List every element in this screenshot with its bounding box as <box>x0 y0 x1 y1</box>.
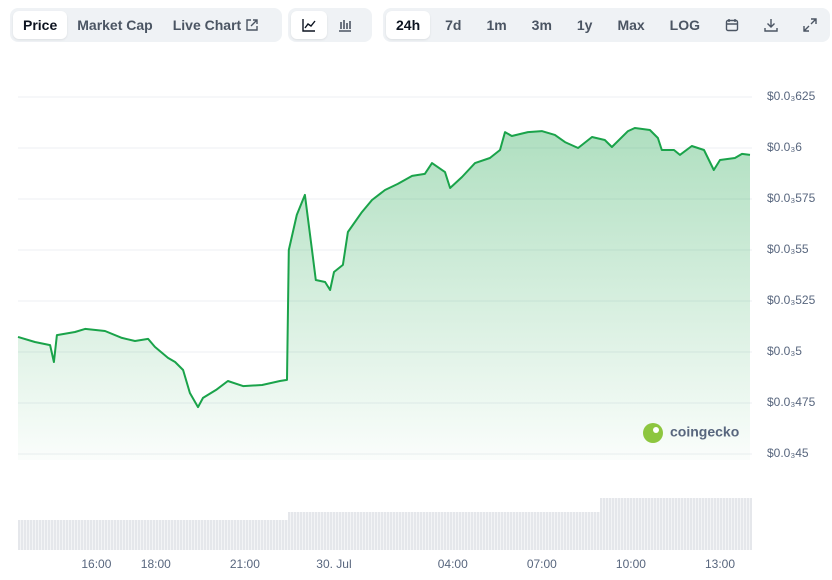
range[interactable]: 3m <box>531 17 552 33</box>
volume-bars <box>600 498 752 550</box>
external-icon <box>246 19 258 31</box>
chart-type <box>288 8 372 42</box>
watermark: coingecko <box>643 423 739 443</box>
volume-bars <box>18 520 288 550</box>
range[interactable]: 7d <box>445 17 462 33</box>
y-tick-label: $0.0₃575 <box>767 191 816 205</box>
x-tick-label: 16:00 <box>81 557 111 571</box>
tab[interactable]: Live Chart <box>163 11 268 39</box>
calendar-icon <box>725 19 739 32</box>
x-tick-label: 18:00 <box>141 557 171 571</box>
download-button[interactable] <box>754 11 788 39</box>
candle-button[interactable] <box>327 11 363 39</box>
y-tick-label: $0.0₃45 <box>767 446 809 460</box>
y-tick-label: $0.0₃525 <box>767 293 816 307</box>
tab[interactable]: Price <box>13 11 68 39</box>
area <box>18 128 750 460</box>
range[interactable]: 1m <box>486 17 507 33</box>
x-tick-label: 30. Jul <box>316 557 351 571</box>
logo-eye <box>653 427 659 433</box>
y-tick-label: $0.0₃625 <box>767 89 816 103</box>
calendar-button[interactable] <box>715 11 749 39</box>
logo <box>643 423 663 443</box>
candle-icon <box>339 20 351 32</box>
view-tabs: Price Market Cap Live Chart <box>10 8 282 42</box>
range[interactable]: LOG <box>669 17 700 33</box>
y-tick-label: $0.0₃55 <box>767 242 809 256</box>
line-icon <box>302 19 316 32</box>
price-line <box>17 127 751 409</box>
watermark-text: coingecko <box>670 424 739 440</box>
range[interactable]: 1y <box>576 17 593 33</box>
download-icon <box>764 19 778 32</box>
expand-icon <box>803 18 817 32</box>
range-tabs: 24h 7d 1m 3m 1y Max LOG <box>383 8 830 42</box>
fullscreen-button[interactable] <box>793 11 827 39</box>
tab-label: Live Chart <box>172 17 242 33</box>
x-tick-label: 13:00 <box>705 557 735 571</box>
x-tick-label: 04:00 <box>438 557 468 571</box>
y-tick-label: $0.0₃5 <box>767 344 802 358</box>
y-tick-label: $0.0₃6 <box>767 140 802 154</box>
tab[interactable]: Market Cap <box>77 17 153 33</box>
range[interactable]: 24h <box>386 11 431 39</box>
x-tick-label: 21:00 <box>230 557 260 571</box>
x-tick-label: 07:00 <box>527 557 557 571</box>
volume-bars <box>288 512 600 550</box>
x-tick-label: 10:00 <box>616 557 646 571</box>
range[interactable]: Max <box>617 17 645 33</box>
y-tick-label: $0.0₃475 <box>767 395 816 409</box>
line-button[interactable] <box>291 11 327 39</box>
